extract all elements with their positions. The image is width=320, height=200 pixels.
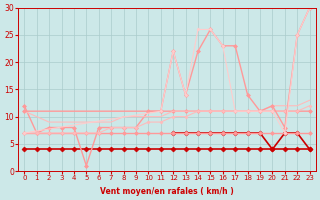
X-axis label: Vent moyen/en rafales ( km/h ): Vent moyen/en rafales ( km/h ) <box>100 187 234 196</box>
